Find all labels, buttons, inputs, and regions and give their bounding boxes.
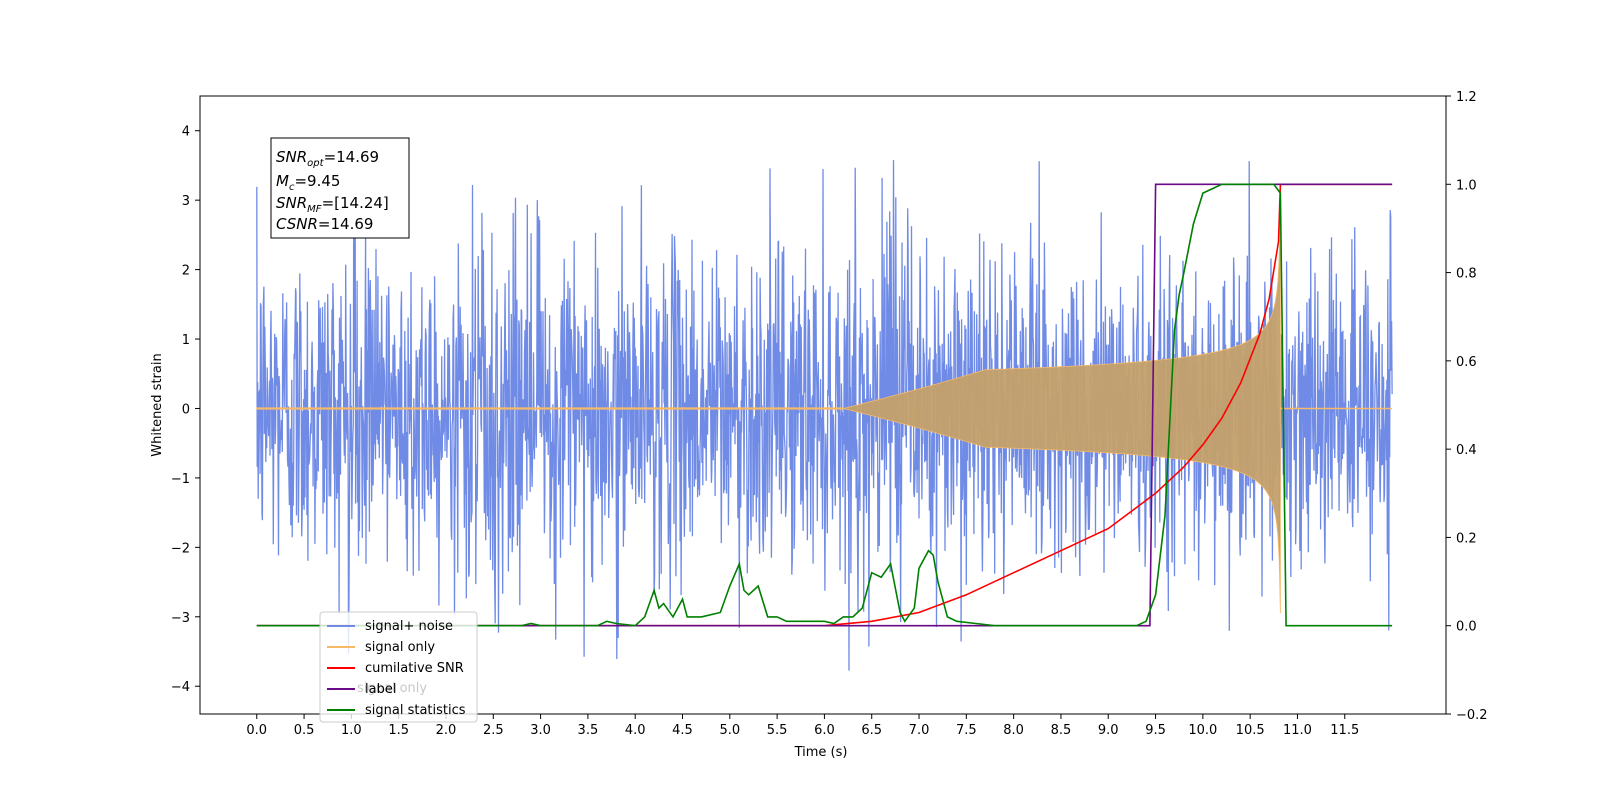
- y2-tick-label: 0.4: [1456, 443, 1477, 458]
- x-tick-label: 2.0: [436, 723, 457, 738]
- x-tick-label: 10.5: [1236, 723, 1265, 738]
- x-tick-label: 7.0: [909, 723, 930, 738]
- x-tick-label: 5.5: [767, 723, 788, 738]
- y2-tick-label: 0.8: [1456, 267, 1477, 282]
- x-tick-label: 0.0: [246, 723, 267, 738]
- x-tick-label: 6.5: [861, 723, 882, 738]
- x-tick-label: 10.0: [1188, 723, 1217, 738]
- y-tick-label: 2: [182, 264, 190, 279]
- x-tick-label: 1.0: [341, 723, 362, 738]
- y-axis-left: 4 3 2 1 0 −1 −2 −3 −4: [171, 125, 200, 695]
- legend-label-signal-noise: signal+ noise: [365, 619, 453, 634]
- legend-label-signal-only: signal only: [365, 640, 435, 655]
- y-tick-label: 3: [182, 194, 190, 209]
- y-tick-label: −2: [171, 541, 190, 556]
- x-tick-label: 11.0: [1283, 723, 1312, 738]
- x-tick-label: 6.0: [814, 723, 835, 738]
- legend-hidden-text: signal only: [357, 681, 427, 696]
- y2-tick-label: 1.0: [1456, 178, 1477, 193]
- y-tick-label: 4: [182, 125, 190, 140]
- x-tick-label: 2.5: [483, 723, 504, 738]
- x-tick-label: 3.0: [530, 723, 551, 738]
- x-tick-label: 1.5: [388, 723, 409, 738]
- x-tick-label: 9.5: [1145, 723, 1166, 738]
- x-tick-label: 4.5: [672, 723, 693, 738]
- y-axis-right: 1.2 1.0 0.8 0.6 0.4 0.2 0.0 −0.2: [1446, 90, 1488, 723]
- series-layer: [256, 160, 1393, 671]
- x-axis-label: Time (s): [794, 745, 848, 760]
- x-tick-label: 8.5: [1051, 723, 1072, 738]
- legend: signal only signal+ noise signal only cu…: [319, 611, 478, 723]
- y2-tick-label: 0.0: [1456, 620, 1477, 635]
- y-axis-label: Whitened strain: [150, 353, 165, 456]
- info-box: SNRopt=14.69 Mc=9.45 SNRMF=[14.24] CSNR=…: [270, 137, 410, 239]
- y-tick-label: 0: [182, 402, 190, 417]
- y2-tick-label: −0.2: [1456, 708, 1488, 723]
- legend-label-cumulative-snr: cumilative SNR: [365, 661, 464, 676]
- legend-label-signal-statistics: signal statistics: [365, 703, 466, 718]
- y2-tick-label: 1.2: [1456, 90, 1477, 105]
- x-axis: 0.0 0.5 1.0 1.5 2.0 2.5 3.0 3.5 4.0 4.5 5.0 5.5 6.0 6…: [246, 714, 1359, 738]
- x-tick-label: 0.5: [294, 723, 315, 738]
- y-tick-label: −3: [171, 611, 190, 626]
- x-tick-label: 9.0: [1098, 723, 1119, 738]
- series-signal-statistics: [256, 183, 1393, 627]
- info-csnr: CSNR=14.69: [276, 215, 373, 233]
- legend-label-label: label: [365, 682, 396, 697]
- x-tick-label: 4.0: [625, 723, 646, 738]
- y2-tick-label: 0.6: [1456, 355, 1477, 370]
- y-tick-label: −4: [171, 680, 190, 695]
- x-tick-label: 5.0: [719, 723, 740, 738]
- x-tick-label: 7.5: [956, 723, 977, 738]
- info-chirp-mass: Mc=9.45: [276, 172, 340, 193]
- x-tick-label: 8.0: [1003, 723, 1024, 738]
- y2-tick-label: 0.2: [1456, 531, 1477, 546]
- info-snr-mf: SNRMF=[14.24]: [276, 194, 389, 215]
- series-cumilative-snr: [256, 183, 1393, 627]
- plot-frame: [199, 95, 1447, 715]
- info-snr-opt: SNRopt=14.69: [276, 148, 379, 169]
- x-tick-label: 3.5: [578, 723, 599, 738]
- y-tick-label: −1: [171, 472, 190, 487]
- x-tick-label: 11.5: [1330, 723, 1359, 738]
- y-tick-label: 1: [182, 333, 190, 348]
